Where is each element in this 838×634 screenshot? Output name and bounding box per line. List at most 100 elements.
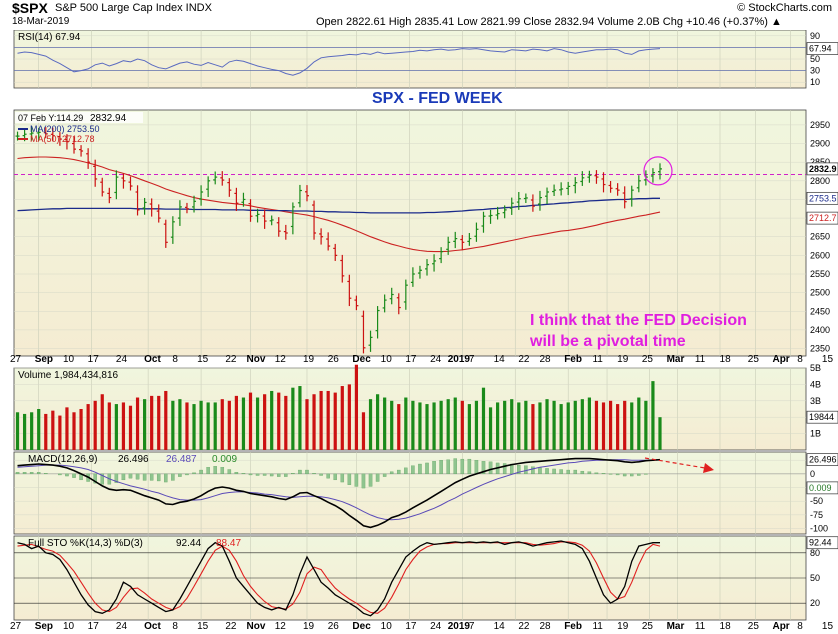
volume-bar	[425, 404, 429, 450]
macd-histogram-bar	[128, 473, 133, 479]
volume-bar	[658, 417, 662, 450]
macd-histogram-bar	[559, 469, 563, 475]
volume-bar	[552, 400, 556, 450]
volume-bar	[234, 395, 238, 450]
x-axis-label-bottom: 28	[540, 621, 552, 632]
stochastic-k-legend-value: 92.44	[176, 538, 201, 549]
stochastic-tick-label: 80	[810, 548, 820, 558]
volume-bar	[594, 400, 599, 450]
volume-bar	[517, 402, 521, 450]
volume-bar	[185, 402, 189, 450]
macd-histogram-bar	[185, 473, 189, 476]
x-axis-label-top: 15	[822, 354, 834, 365]
x-axis-label-bottom: 10	[381, 621, 393, 632]
volume-tick-label: 3B	[810, 396, 821, 406]
price-tick-label: 2350	[810, 344, 830, 354]
stochastic-last-value-box	[806, 536, 838, 550]
macd-histogram-bar	[15, 472, 20, 475]
chart-overlay-title: SPX - FED WEEK	[372, 90, 503, 107]
x-axis-label-bottom: 11	[592, 621, 603, 632]
price-legend-box	[15, 112, 143, 123]
macd-histogram-bar	[234, 472, 239, 475]
volume-bar	[481, 387, 486, 450]
volume-bar	[263, 394, 267, 450]
x-axis-label-bottom: Apr	[772, 621, 789, 632]
stochastic-k-line	[17, 540, 660, 617]
macd-histogram-bar	[262, 473, 267, 476]
x-axis-label-top: 11	[695, 354, 706, 365]
volume-bar	[566, 402, 570, 450]
volume-bar	[270, 390, 274, 450]
volume-bar	[157, 395, 161, 450]
macd-histogram-bar	[65, 473, 69, 477]
macd-histogram-bar	[439, 460, 443, 475]
macd-trend-arrow	[644, 457, 706, 469]
macd-histogram-bar	[389, 471, 394, 475]
volume-bar	[496, 402, 500, 450]
macd-histogram-bar	[467, 458, 472, 475]
volume-bar	[587, 397, 591, 450]
x-axis-label-bottom: 27	[10, 621, 22, 632]
macd-histogram-bar	[220, 467, 225, 475]
macd-histogram-bar	[114, 473, 119, 483]
volume-bar	[474, 400, 479, 450]
price-tick-label: 2450	[810, 306, 830, 316]
macd-histogram-bar	[517, 464, 521, 475]
rsi-tick-label: 30	[810, 66, 820, 76]
volume-tick-label: 1B	[810, 429, 821, 439]
x-axis-label-bottom: 8	[172, 621, 178, 632]
macd-histogram-bar	[538, 467, 542, 475]
volume-bar	[453, 397, 457, 450]
x-axis-label-top: 2019	[448, 354, 471, 365]
macd-histogram-bar	[615, 473, 620, 476]
macd-histogram-bar	[488, 461, 493, 475]
x-axis-label-bottom: 25	[748, 621, 760, 632]
volume-bar	[72, 412, 76, 450]
volume-bar	[220, 399, 224, 450]
macd-histogram-bar	[453, 458, 457, 475]
volume-bar	[178, 399, 182, 450]
panel-price-frame	[13, 109, 807, 357]
macd-hist-last-value: 0.009	[809, 483, 832, 493]
volume-bar	[213, 402, 217, 450]
macd-signal-legend-value: 26.487	[166, 454, 197, 465]
x-axis-label-top: 25	[642, 354, 654, 365]
macd-histogram-bar	[142, 473, 147, 481]
x-axis-label-top: Dec	[352, 354, 371, 365]
price-tick-label: 2500	[810, 288, 830, 298]
volume-bar	[51, 410, 55, 450]
volume-bar	[65, 407, 69, 450]
volume-bar	[601, 402, 606, 450]
price-last-value-box	[806, 162, 838, 176]
volume-bar	[510, 399, 514, 450]
x-axis-label-bottom: 19	[303, 621, 315, 632]
panel-vol-frame	[13, 367, 807, 451]
macd-histogram-bar	[460, 458, 465, 475]
macd-histogram-bar	[418, 463, 422, 475]
ma200-line	[17, 197, 660, 214]
macd-signal-line	[17, 459, 661, 521]
x-axis-label-bottom: Dec	[352, 621, 371, 632]
volume-bar	[277, 392, 281, 450]
macd-histogram-bar	[375, 473, 380, 482]
macd-histogram-bar	[199, 469, 203, 475]
price-tick-label: 2950	[810, 120, 830, 130]
x-axis-label-top: 19	[617, 354, 629, 365]
volume-bar	[171, 400, 175, 450]
macd-histogram-bar	[630, 473, 634, 477]
macd-line	[17, 457, 661, 529]
x-axis-label-top: 11	[592, 354, 603, 365]
x-axis-label-bottom: 14	[494, 621, 506, 632]
volume-bar	[305, 399, 309, 450]
macd-histogram-bar	[171, 473, 175, 481]
volume-bar	[432, 402, 436, 450]
macd-histogram-bar	[319, 473, 323, 476]
macd-hist-last-value-box	[806, 481, 838, 495]
macd-histogram-bar	[411, 465, 415, 475]
x-axis-label-bottom: 22	[518, 621, 530, 632]
rsi-legend: RSI(14) 67.94	[18, 32, 81, 43]
volume-bar	[630, 402, 634, 450]
volume-tick-label: 4B	[810, 379, 821, 389]
macd-tick-label: -100	[810, 524, 828, 534]
volume-bar	[150, 395, 154, 450]
